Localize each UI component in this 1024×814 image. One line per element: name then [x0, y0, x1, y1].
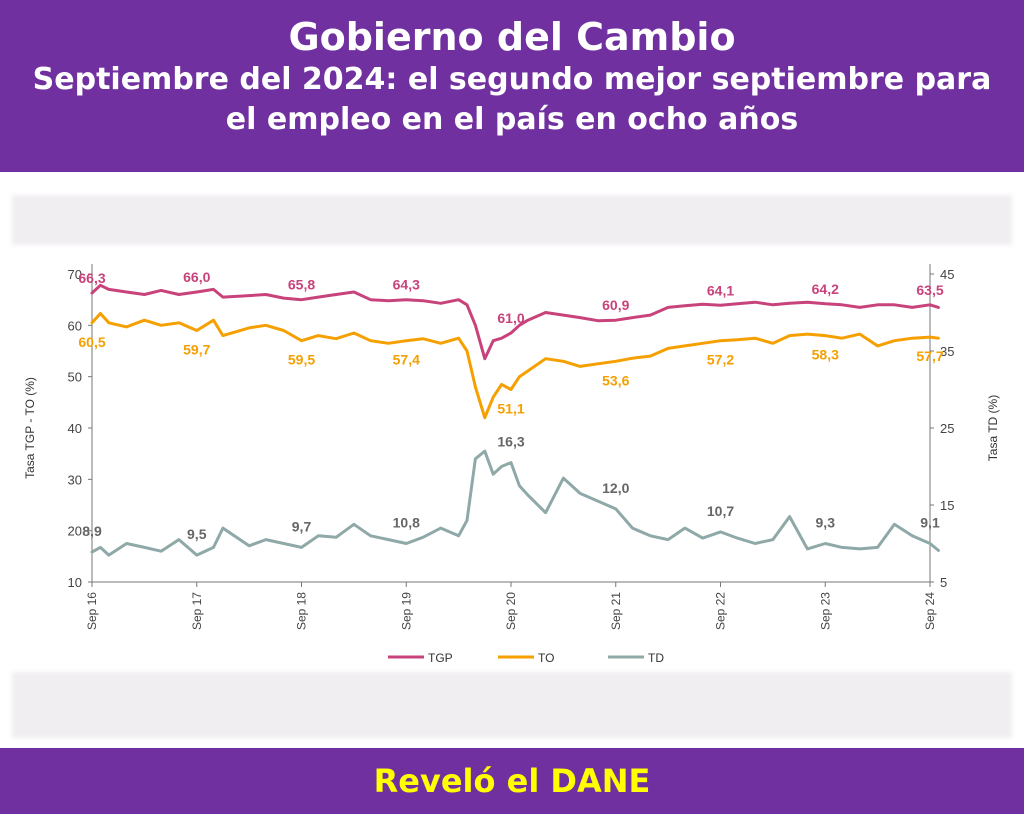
blurred-background-bottom — [12, 672, 1012, 738]
right-tick-label: 45 — [940, 267, 954, 282]
x-tick-label: Sep 22 — [714, 592, 728, 630]
data-label-td: 8,9 — [82, 523, 102, 539]
right-tick-label: 5 — [940, 575, 947, 590]
x-tick-label: Sep 17 — [190, 592, 204, 630]
legend-label-tgp: TGP — [428, 651, 453, 665]
data-label-td: 16,3 — [497, 434, 524, 450]
data-label-to: 59,5 — [288, 352, 315, 368]
data-label-tgp: 63,5 — [916, 282, 943, 298]
data-label-td: 9,7 — [292, 518, 312, 534]
x-tick-label: Sep 24 — [923, 592, 937, 630]
legend-label-td: TD — [648, 651, 664, 665]
right-tick-label: 15 — [940, 498, 954, 513]
data-label-tgp: 60,9 — [602, 297, 629, 313]
page-subtitle-line-2: el empleo en el país en ocho años — [225, 102, 799, 137]
right-tick-label: 25 — [940, 421, 954, 436]
footer-banner: Reveló el DANE — [0, 748, 1024, 814]
data-label-to: 57,2 — [707, 352, 734, 368]
header-banner: Gobierno del Cambio Septiembre del 2024:… — [0, 0, 1024, 172]
data-label-to: 57,4 — [393, 352, 420, 368]
series-line-to — [90, 312, 940, 420]
left-tick-label: 10 — [68, 575, 82, 590]
x-tick-label: Sep 21 — [609, 592, 623, 630]
x-tick-label: Sep 23 — [818, 592, 832, 630]
left-tick-label: 50 — [68, 370, 82, 385]
data-label-tgp: 66,0 — [183, 269, 210, 285]
data-label-tgp: 65,8 — [288, 277, 315, 293]
right-tick-label: 35 — [940, 344, 954, 359]
x-tick-label: Sep 16 — [85, 592, 99, 630]
data-label-td: 9,3 — [816, 515, 836, 531]
data-label-td: 12,0 — [602, 480, 629, 496]
series-line-td — [90, 449, 940, 557]
data-label-td: 9,1 — [920, 515, 940, 531]
x-tick-label: Sep 20 — [504, 592, 518, 630]
left-tick-label: 30 — [68, 472, 82, 487]
left-axis-label: Tasa TGP - TO (%) — [23, 377, 37, 479]
data-label-td: 10,8 — [393, 515, 420, 531]
data-label-tgp: 64,2 — [812, 281, 839, 297]
data-label-to: 53,6 — [602, 372, 629, 388]
left-tick-label: 40 — [68, 421, 82, 436]
data-label-td: 9,5 — [187, 526, 207, 542]
footer-text: Reveló el DANE — [373, 762, 651, 800]
blurred-background-top — [12, 195, 1012, 245]
left-tick-label: 20 — [68, 524, 82, 539]
legend-label-to: TO — [538, 651, 554, 665]
data-label-to: 60,5 — [78, 334, 105, 350]
right-axis-label: Tasa TD (%) — [986, 395, 1000, 461]
employment-line-chart: 10 20 30 40 50 60 70 5 15 25 35 45 Sep 16 Sep 17 Sep 1… — [23, 264, 1000, 665]
data-label-to: 58,3 — [812, 347, 839, 363]
data-label-tgp: 66,3 — [78, 270, 105, 286]
chart-container: 10 20 30 40 50 60 70 5 15 25 35 45 Sep 16 Sep 17 Sep 1… — [12, 248, 1012, 672]
left-tick-label: 70 — [68, 267, 82, 282]
data-label-tgp: 61,0 — [497, 310, 524, 326]
page-subtitle-line-1: Septiembre del 2024: el segundo mejor se… — [32, 62, 992, 97]
x-tick-label: Sep 19 — [399, 592, 413, 630]
data-label-tgp: 64,3 — [393, 277, 420, 293]
data-label-tgp: 64,1 — [707, 282, 734, 298]
left-tick-label: 60 — [68, 318, 82, 333]
x-tick-label: Sep 18 — [295, 592, 309, 630]
data-label-to: 51,1 — [497, 401, 524, 417]
page-title: Gobierno del Cambio — [288, 15, 736, 59]
data-label-to: 59,7 — [183, 341, 210, 357]
data-label-td: 10,7 — [707, 503, 734, 519]
series-line-tgp — [90, 283, 940, 361]
data-label-to: 57,7 — [916, 348, 943, 364]
